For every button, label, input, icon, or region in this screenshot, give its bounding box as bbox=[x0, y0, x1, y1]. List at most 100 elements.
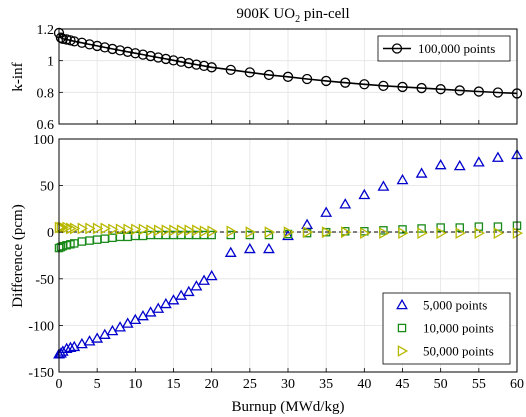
bottom-ytick-label: -50 bbox=[35, 273, 54, 288]
bottom-data-point bbox=[56, 242, 66, 252]
bottom-data-point bbox=[56, 221, 68, 234]
bottom-data-point bbox=[108, 233, 117, 243]
top-legend-marker bbox=[391, 43, 403, 54]
top-data-point bbox=[359, 79, 370, 90]
top-ticks: 0.6 0.8 1 1.2 bbox=[37, 23, 518, 133]
top-data-point bbox=[122, 46, 133, 57]
top-data-point bbox=[99, 42, 110, 53]
top-data-point bbox=[168, 55, 179, 66]
bottom-xtick-label: 25 bbox=[243, 377, 257, 392]
bottom-data-point bbox=[436, 227, 447, 240]
bottom-data-point bbox=[245, 226, 256, 239]
figure-title-subscript: 2 bbox=[295, 14, 300, 25]
top-data-point bbox=[282, 71, 294, 82]
bottom-data-point bbox=[146, 224, 157, 237]
bottom-data-point bbox=[70, 222, 81, 235]
top-data-point bbox=[454, 85, 465, 96]
bottom-data-point bbox=[92, 222, 104, 235]
top-data-point bbox=[175, 56, 187, 67]
bottom-xtick-label: 35 bbox=[319, 377, 333, 392]
bottom-legend: 5,000 points 10,000 points 50,000 points bbox=[382, 292, 511, 365]
bottom-data-point bbox=[190, 280, 203, 291]
top-data-point bbox=[92, 40, 103, 52]
top-data-point bbox=[57, 33, 68, 44]
figure-title-tail: pin-cell bbox=[300, 6, 350, 22]
bottom-data-point bbox=[339, 198, 352, 209]
top-data-point bbox=[378, 80, 389, 91]
top-data-point bbox=[145, 50, 156, 62]
bottom-data-point bbox=[474, 227, 485, 240]
bottom-data-point bbox=[182, 285, 195, 297]
bottom-series bbox=[53, 148, 524, 359]
top-data-point bbox=[473, 86, 484, 97]
top-data-point bbox=[263, 69, 275, 81]
bottom-ytick-label: -100 bbox=[28, 319, 54, 334]
bottom-data-point bbox=[184, 224, 195, 237]
bottom-data-point bbox=[169, 224, 180, 237]
top-data-point bbox=[65, 35, 76, 46]
top-data-point bbox=[76, 37, 88, 48]
bottom-data-point bbox=[243, 242, 256, 254]
bottom-legend-label: 50,000 points bbox=[423, 344, 494, 359]
bottom-data-point bbox=[224, 246, 237, 257]
bottom-xtick-label: 30 bbox=[281, 377, 295, 392]
bottom-data-point bbox=[64, 341, 77, 353]
bottom-xtick-label: 15 bbox=[167, 377, 181, 392]
bottom-ytick-label: 100 bbox=[33, 133, 54, 148]
top-data-point bbox=[191, 59, 202, 70]
top-data-point bbox=[160, 53, 172, 65]
bottom-data-point bbox=[301, 218, 314, 229]
top-data-point bbox=[107, 43, 118, 55]
bottom-data-point bbox=[512, 227, 524, 240]
bottom-data-point bbox=[77, 237, 87, 246]
top-data-point bbox=[321, 75, 332, 87]
bottom-data-point bbox=[176, 224, 188, 237]
bottom-data-point bbox=[493, 227, 505, 240]
bottom-xtick-label: 50 bbox=[434, 377, 448, 392]
bottom-xtick-label: 10 bbox=[128, 377, 142, 392]
bottom-data-point bbox=[340, 226, 352, 239]
bottom-data-point bbox=[434, 158, 447, 170]
bottom-data-point bbox=[415, 167, 428, 178]
top-data-point bbox=[84, 39, 95, 50]
top-data-point bbox=[397, 81, 408, 93]
bottom-xtick-label: 40 bbox=[357, 377, 371, 392]
bottom-legend-label: 5,000 points bbox=[423, 298, 487, 313]
top-data-point bbox=[130, 48, 141, 59]
bottom-data-point bbox=[115, 223, 127, 236]
bottom-data-point bbox=[115, 232, 125, 242]
bottom-data-point bbox=[77, 222, 89, 235]
bottom-xtick-label: 45 bbox=[396, 377, 410, 392]
bottom-data-point bbox=[100, 234, 110, 243]
top-data-point bbox=[492, 87, 504, 98]
bottom-data-point bbox=[123, 223, 134, 236]
bottom-data-point bbox=[320, 206, 333, 217]
top-data-point bbox=[61, 34, 72, 45]
top-data-point bbox=[244, 67, 255, 78]
top-legend: 100,000 points bbox=[377, 35, 511, 62]
bottom-data-point bbox=[282, 229, 294, 241]
bottom-data-point bbox=[68, 340, 81, 352]
bottom-data-point bbox=[455, 223, 464, 232]
bottom-ytick-label: 0 bbox=[47, 226, 54, 241]
bottom-data-point bbox=[436, 223, 445, 232]
top-ylabel: k-inf bbox=[10, 62, 26, 91]
bottom-data-point bbox=[321, 226, 333, 239]
figure-title: 900K UO2 pin-cell bbox=[236, 6, 349, 25]
bottom-xtick-label: 60 bbox=[510, 377, 524, 392]
bottom-data-point bbox=[302, 226, 314, 239]
bottom-ytick-label: 50 bbox=[40, 180, 54, 195]
bottom-data-point bbox=[491, 151, 504, 162]
bottom-data-point bbox=[377, 180, 390, 191]
top-data-point bbox=[69, 36, 80, 47]
bottom-data-point bbox=[264, 226, 276, 239]
bottom-data-point bbox=[360, 227, 371, 240]
bottom-data-point bbox=[83, 335, 96, 346]
bottom-data-point bbox=[283, 226, 295, 239]
bottom-data-point bbox=[138, 223, 150, 236]
bottom-data-point bbox=[205, 269, 218, 281]
bottom-data-point bbox=[398, 227, 409, 240]
bottom-data-point bbox=[262, 242, 275, 254]
bottom-xlabel: Burnup (MWd/kg) bbox=[232, 399, 345, 415]
